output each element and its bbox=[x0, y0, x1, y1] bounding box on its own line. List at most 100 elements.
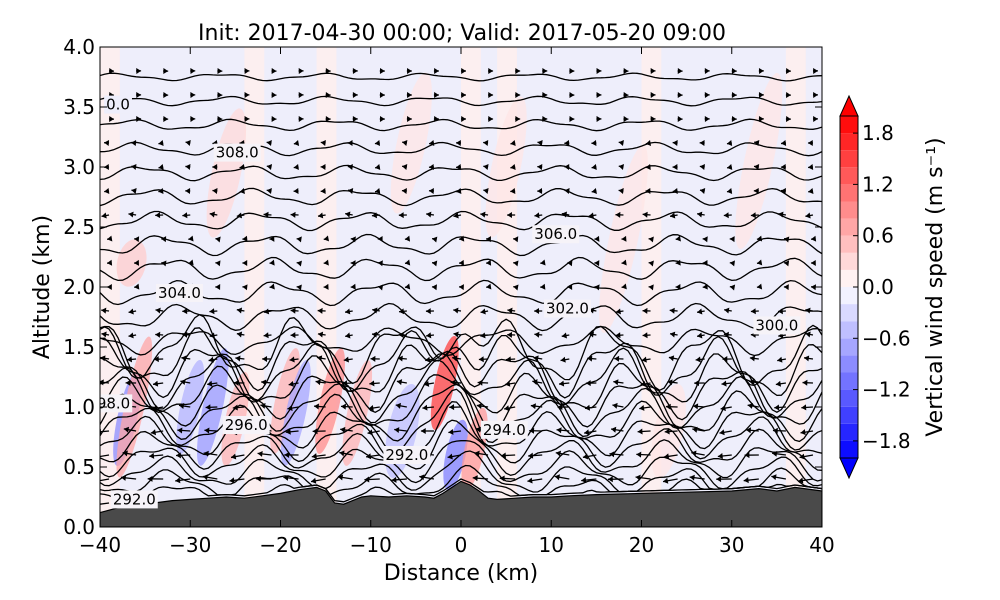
wind-vector-head bbox=[293, 188, 299, 195]
wind-vector-head bbox=[428, 164, 434, 171]
wind-vector-head bbox=[699, 188, 706, 194]
wind-vector-head bbox=[775, 380, 782, 387]
wind-vector-head bbox=[623, 116, 629, 123]
wind-vector-head bbox=[263, 332, 269, 339]
wind-vector-head bbox=[236, 307, 243, 314]
wind-vector-head bbox=[639, 404, 645, 411]
wind-vector-head bbox=[298, 115, 304, 122]
wind-vector-head bbox=[528, 452, 534, 459]
wind-vector-head bbox=[560, 356, 566, 363]
wind-vector-head bbox=[215, 284, 221, 291]
wind-vector-head bbox=[704, 67, 710, 74]
wind-vector-head bbox=[425, 308, 431, 315]
wind-vector-head bbox=[783, 260, 790, 267]
wind-vector-head bbox=[153, 380, 159, 387]
wind-vector-head bbox=[244, 67, 250, 74]
wind-vector-head bbox=[104, 188, 110, 194]
wind-vector-head bbox=[704, 115, 710, 122]
colorbar-level bbox=[840, 252, 858, 270]
wind-vector-head bbox=[239, 188, 245, 194]
wind-vector-head bbox=[345, 308, 351, 315]
wind-vector-head bbox=[452, 355, 458, 362]
wind-vector-head bbox=[423, 380, 430, 387]
wind-vector-head bbox=[513, 236, 519, 243]
wind-vector-head bbox=[542, 115, 548, 122]
wind-vector-head bbox=[350, 260, 356, 267]
wind-vector-head bbox=[426, 211, 432, 218]
wind-vector-head bbox=[772, 427, 778, 434]
colorbar-tick-label: 0.6 bbox=[862, 224, 894, 248]
wind-vector-head bbox=[182, 212, 188, 219]
wind-vector-head bbox=[813, 115, 818, 122]
wind-speed-feature bbox=[315, 348, 345, 454]
colorbar-level bbox=[840, 201, 858, 219]
wind-vector-head bbox=[635, 474, 641, 481]
wind-vector-head bbox=[607, 476, 613, 483]
wind-vector-head bbox=[585, 380, 591, 387]
x-tick-label: −30 bbox=[169, 533, 211, 557]
wind-vector-head bbox=[677, 92, 683, 99]
y-tick-label: 0.0 bbox=[63, 515, 95, 539]
theta-contour bbox=[100, 439, 822, 490]
wind-vector-head bbox=[472, 475, 478, 482]
y-tick-label: 3.0 bbox=[63, 155, 95, 179]
colorbar-tick-label: 1.2 bbox=[862, 172, 894, 196]
contour-label: 304.0 bbox=[158, 284, 201, 302]
wind-vector-head bbox=[486, 236, 491, 243]
wind-vector-head bbox=[325, 68, 331, 75]
wind-vector-head bbox=[320, 163, 326, 170]
wind-vector-head bbox=[407, 91, 412, 98]
contour-label: 292.0 bbox=[113, 490, 156, 508]
wind-vector-head bbox=[290, 332, 296, 339]
wind-vector-head bbox=[555, 450, 562, 457]
wind-vector-head bbox=[134, 236, 140, 243]
wind-vector-head bbox=[505, 380, 511, 387]
wind-vector-head bbox=[325, 116, 331, 123]
wind-vector-head bbox=[567, 260, 573, 267]
wind-vector-head bbox=[453, 331, 459, 338]
wind-vector-head bbox=[594, 284, 600, 291]
wind-vector-head bbox=[347, 140, 353, 146]
y-tick-label: 4.0 bbox=[63, 35, 95, 59]
contour-label-bg bbox=[753, 316, 801, 335]
x-tick-label: 10 bbox=[539, 533, 564, 557]
wind-vector-head bbox=[642, 332, 648, 339]
wind-vector-head bbox=[783, 284, 789, 291]
wind-vector-head bbox=[564, 140, 570, 147]
wind-vector-head bbox=[588, 212, 594, 219]
wind-vector-head bbox=[588, 331, 594, 338]
wind-vector-head bbox=[731, 116, 737, 123]
wind-vector-head bbox=[298, 91, 304, 98]
wind-vector-head bbox=[702, 283, 708, 290]
wind-vector-head bbox=[242, 284, 248, 291]
colorbar-level bbox=[840, 338, 858, 356]
wind-vector-head bbox=[807, 140, 813, 147]
wind-vector-head bbox=[379, 92, 385, 99]
x-tick-label: 40 bbox=[809, 533, 834, 557]
colorbar-level bbox=[840, 372, 858, 390]
wind-vector-head bbox=[288, 380, 294, 387]
wind-vector-head bbox=[717, 453, 723, 459]
wind-vector-head bbox=[743, 477, 749, 484]
wind-vector-head bbox=[801, 404, 807, 411]
wind-vector-head bbox=[136, 91, 142, 98]
wind-vector-head bbox=[618, 188, 624, 194]
wind-vector-head bbox=[161, 236, 167, 243]
wind-vector-head bbox=[283, 474, 289, 481]
wind-vector-head bbox=[242, 260, 248, 267]
wind-vector-head bbox=[691, 450, 697, 457]
wind-vector-head bbox=[532, 379, 538, 386]
wind-vector-head bbox=[650, 91, 656, 98]
wind-vector-head bbox=[645, 188, 651, 195]
wind-vector-head bbox=[107, 235, 113, 242]
wind-vector-head bbox=[777, 356, 783, 363]
wind-vector-head bbox=[347, 188, 354, 194]
wind-vector-head bbox=[488, 67, 494, 74]
theta-contour bbox=[100, 419, 822, 482]
wind-vector-head bbox=[323, 283, 329, 290]
wind-vector-head bbox=[447, 453, 453, 460]
wind-vector-head bbox=[236, 212, 243, 219]
wind-vector-head bbox=[347, 164, 353, 170]
wind-vector-head bbox=[488, 91, 494, 98]
wind-vector-head bbox=[533, 355, 539, 362]
